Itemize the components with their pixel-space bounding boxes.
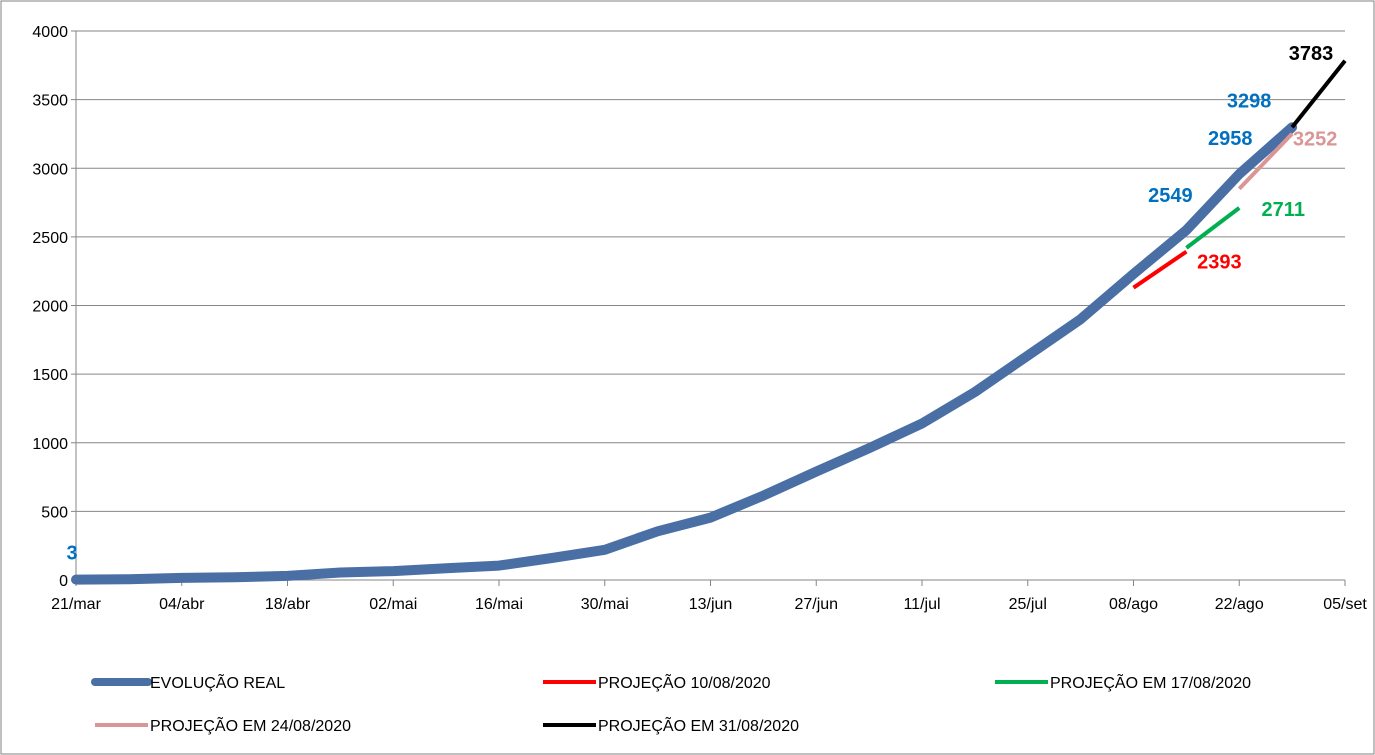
legend-item: PROJEÇÃO EM 17/08/2020 [995, 672, 1251, 692]
data-label: 3298 [1227, 90, 1272, 112]
x-tick-label: 30/mai [581, 596, 629, 613]
x-tick-label: 02/mai [369, 596, 417, 613]
x-tick-label: 16/mai [475, 596, 523, 613]
x-tick-label: 13/jun [689, 596, 733, 613]
y-tick-label: 0 [59, 573, 68, 590]
series-line-4 [1237, 132, 1294, 191]
y-tick-labels: 0 500 1000 1500 2000 2500 3000 3500 4000 [32, 24, 68, 590]
data-label: 3252 [1293, 129, 1338, 151]
y-tick-label: 1000 [32, 436, 68, 453]
legend-item: PROJEÇÃO EM 24/08/2020 [95, 715, 351, 735]
series-line-2 [1132, 249, 1188, 290]
grid-lines [76, 30, 1345, 512]
data-label: 3 [66, 543, 77, 565]
legend-item: PROJEÇÃO 10/08/2020 [543, 672, 771, 692]
y-tick-label: 3000 [32, 161, 68, 178]
series-line-3 [1185, 206, 1241, 250]
data-label: 3783 [1289, 43, 1334, 65]
legend-label: PROJEÇÃO 10/08/2020 [598, 672, 771, 692]
legend: EVOLUÇÃO REAL PROJEÇÃO 10/08/2020 PROJEÇÃO… [91, 672, 1251, 735]
legend-label: EVOLUÇÃO REAL [150, 672, 285, 692]
legend-label: PROJEÇÃO EM 17/08/2020 [1050, 672, 1251, 692]
data-labels: 3 2549 2958 3298 2393 2711 3252 3783 [66, 43, 1337, 565]
x-tick-label: 21/mar [51, 596, 101, 613]
x-tick-label: 11/jul [903, 596, 940, 613]
x-tick-label: 05/set [1323, 596, 1367, 613]
x-tick-label: 25/jul [1009, 596, 1047, 613]
x-tick-labels: 21/mar 04/abr 18/abr 02/mai 16/mai 30/mai 13/j… [51, 596, 1367, 613]
data-label: 2711 [1262, 199, 1305, 221]
x-tick-label: 08/ago [1109, 596, 1158, 613]
y-tick-label: 500 [41, 504, 68, 521]
x-tick-label: 27/jun [794, 596, 838, 613]
y-tick-label: 1500 [32, 367, 68, 384]
x-tick-label: 04/abr [159, 596, 205, 613]
series-line-5 [1290, 59, 1347, 129]
y-tick-label: 2500 [32, 230, 68, 247]
legend-item: PROJEÇÃO EM 31/08/2020 [543, 715, 799, 735]
y-tick-label: 3500 [32, 93, 68, 110]
x-tick-label: 18/abr [265, 596, 311, 613]
series-lines [71, 59, 1347, 585]
y-tick-label: 2000 [32, 299, 68, 316]
data-label: 2958 [1208, 128, 1253, 150]
series-line-1 [71, 122, 1298, 585]
x-tick-label: 22/ago [1215, 596, 1264, 613]
data-label: 2393 [1197, 252, 1242, 274]
y-tick-label: 4000 [32, 24, 68, 41]
data-label: 2549 [1148, 185, 1193, 207]
legend-label: PROJEÇÃO EM 31/08/2020 [598, 715, 799, 735]
legend-label: PROJEÇÃO EM 24/08/2020 [150, 715, 351, 735]
legend-item: EVOLUÇÃO REAL [91, 672, 285, 692]
